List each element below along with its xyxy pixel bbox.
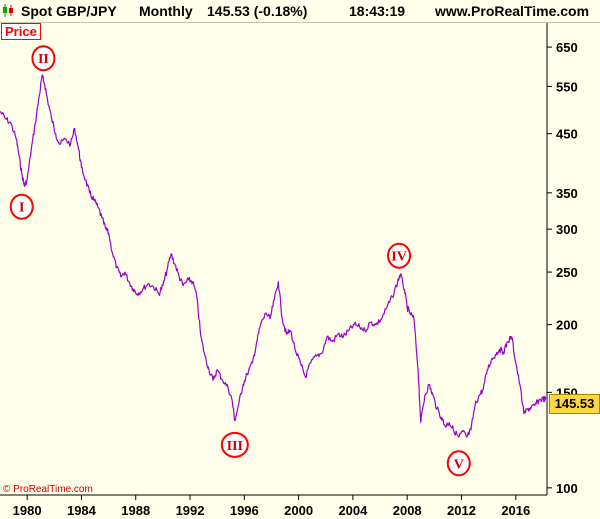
- price-series-line: [0, 74, 547, 438]
- wave-label: I: [9, 193, 34, 220]
- wave-label: III: [220, 431, 249, 458]
- x-tick-label: 2008: [393, 503, 422, 518]
- y-tick-label: 550: [556, 79, 578, 94]
- wave-label-text: I: [19, 201, 24, 216]
- wave-label-text: III: [227, 439, 243, 454]
- copyright-label: © ProRealTime.com: [3, 484, 93, 495]
- x-tick-label: 2000: [284, 503, 313, 518]
- chart-header: Spot GBP/JPY Monthly 145.53 (-0.18%) 18:…: [0, 0, 600, 23]
- x-tick-label: 1992: [176, 503, 205, 518]
- y-tick-label: 650: [556, 40, 578, 55]
- x-tick-label: 1996: [230, 503, 259, 518]
- x-tick-label: 2004: [338, 503, 368, 518]
- x-tick-label: 1980: [13, 503, 42, 518]
- time-label: 18:43:19: [349, 3, 406, 19]
- y-tick-label: 300: [556, 222, 578, 237]
- y-tick-label: 100: [556, 481, 578, 496]
- y-tick-label: 200: [556, 318, 578, 333]
- wave-label-text: IV: [391, 250, 407, 265]
- wave-label: V: [446, 450, 471, 477]
- site-label: www.ProRealTime.com: [435, 3, 590, 19]
- wave-label: IV: [387, 242, 412, 269]
- x-tick-label: 1988: [121, 503, 150, 518]
- period-label: Monthly: [139, 3, 193, 19]
- wave-label: II: [31, 45, 56, 72]
- wave-circle: [446, 450, 471, 477]
- x-tick-label: 1984: [67, 503, 97, 518]
- instrument-title: Spot GBP/JPY: [21, 3, 117, 19]
- wave-label-text: V: [454, 457, 464, 472]
- price-panel-tag: Price: [1, 23, 41, 40]
- wave-circle: [220, 431, 249, 458]
- x-tick-label: 2012: [447, 503, 476, 518]
- y-tick-label: 350: [556, 186, 578, 201]
- wave-circle: [387, 242, 412, 269]
- current-price-badge: 145.53: [549, 394, 600, 414]
- wave-circle: [31, 45, 56, 72]
- wave-label-text: II: [38, 52, 49, 67]
- y-tick-label: 450: [556, 127, 578, 142]
- candlestick-chart-icon: [2, 3, 14, 18]
- wave-circle: [9, 193, 34, 220]
- x-tick-label: 2016: [501, 503, 530, 518]
- last-price-change: 145.53 (-0.18%): [207, 3, 308, 19]
- y-tick-label: 250: [556, 265, 578, 280]
